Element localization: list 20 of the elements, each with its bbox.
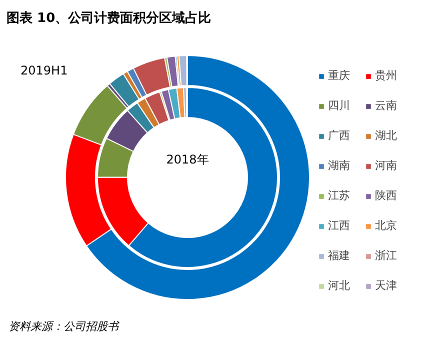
legend-label: 河南 [375, 158, 397, 173]
slice-label: 2019H1 [20, 64, 68, 78]
legend-label: 河北 [328, 278, 350, 293]
legend-label: 广西 [328, 128, 350, 143]
legend-label: 福建 [328, 248, 350, 263]
legend-label: 重庆 [328, 68, 350, 83]
legend-label: 湖北 [375, 128, 397, 143]
legend-label: 江苏 [328, 188, 350, 203]
chart-title: 图表 10、公司计费面积分区域占比 [6, 11, 212, 26]
legend-label: 四川 [328, 98, 350, 113]
legend-label: 湖南 [328, 158, 350, 173]
text: 资料来源：公司招股书 [8, 320, 120, 333]
legend-label: 江西 [328, 218, 350, 233]
legend-label: 贵州 [375, 68, 397, 83]
legend-label: 北京 [375, 218, 397, 233]
legend-label: 陕西 [375, 188, 397, 203]
legend-label: 浙江 [375, 248, 397, 263]
slice-label: 2018年 [166, 152, 209, 166]
legend-label: 云南 [375, 98, 397, 113]
legend-label: 天津 [375, 278, 397, 293]
